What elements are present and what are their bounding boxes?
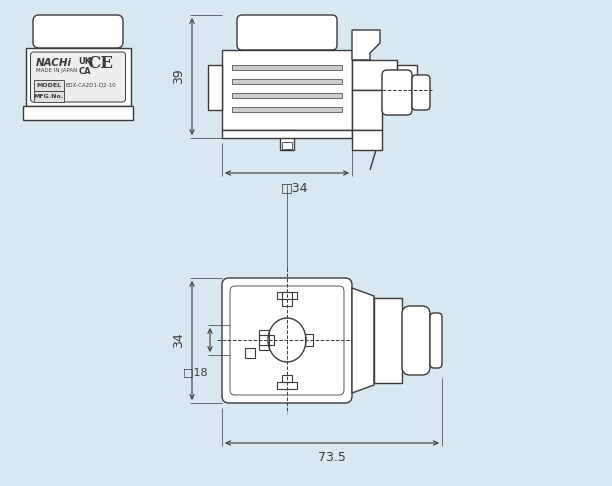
Bar — [232, 93, 342, 98]
Text: 73.5: 73.5 — [318, 451, 346, 464]
Bar — [259, 335, 274, 345]
Bar — [282, 292, 292, 306]
Bar — [259, 330, 269, 350]
Bar — [222, 50, 352, 130]
FancyBboxPatch shape — [430, 313, 442, 368]
Bar — [277, 292, 297, 299]
Text: MODEL: MODEL — [36, 83, 61, 88]
Bar — [232, 107, 342, 112]
Bar — [352, 60, 397, 90]
FancyBboxPatch shape — [412, 75, 430, 110]
Bar — [232, 65, 342, 70]
Bar — [374, 298, 402, 383]
FancyBboxPatch shape — [222, 278, 352, 403]
Text: MFG.No.: MFG.No. — [34, 94, 64, 99]
Polygon shape — [352, 30, 380, 60]
Bar — [232, 79, 342, 84]
Bar — [280, 130, 294, 150]
FancyBboxPatch shape — [33, 15, 123, 48]
Text: UK
CA: UK CA — [78, 57, 91, 76]
Text: 34: 34 — [172, 332, 185, 348]
Polygon shape — [352, 288, 374, 393]
Bar — [208, 65, 222, 110]
Bar — [282, 375, 292, 382]
Text: EDX-CA2D1-D2-10: EDX-CA2D1-D2-10 — [65, 83, 116, 88]
Bar — [34, 91, 64, 102]
Bar — [397, 65, 417, 85]
Bar — [352, 90, 382, 130]
Text: CE: CE — [88, 55, 114, 72]
Bar — [26, 48, 130, 106]
Bar — [34, 80, 64, 91]
FancyBboxPatch shape — [237, 15, 337, 50]
Bar — [23, 106, 133, 120]
Text: □18: □18 — [184, 367, 208, 377]
Bar — [245, 348, 255, 358]
Bar — [282, 142, 292, 149]
Text: NACHi: NACHi — [35, 58, 72, 68]
Bar — [277, 382, 297, 389]
Bar — [305, 334, 313, 346]
Text: 39: 39 — [172, 69, 185, 85]
FancyBboxPatch shape — [402, 306, 430, 375]
Text: □34: □34 — [282, 181, 308, 194]
FancyBboxPatch shape — [31, 52, 125, 102]
Bar — [352, 130, 382, 150]
Bar — [222, 130, 352, 138]
Text: MADE IN JAPAN: MADE IN JAPAN — [35, 68, 76, 73]
FancyBboxPatch shape — [382, 70, 412, 115]
